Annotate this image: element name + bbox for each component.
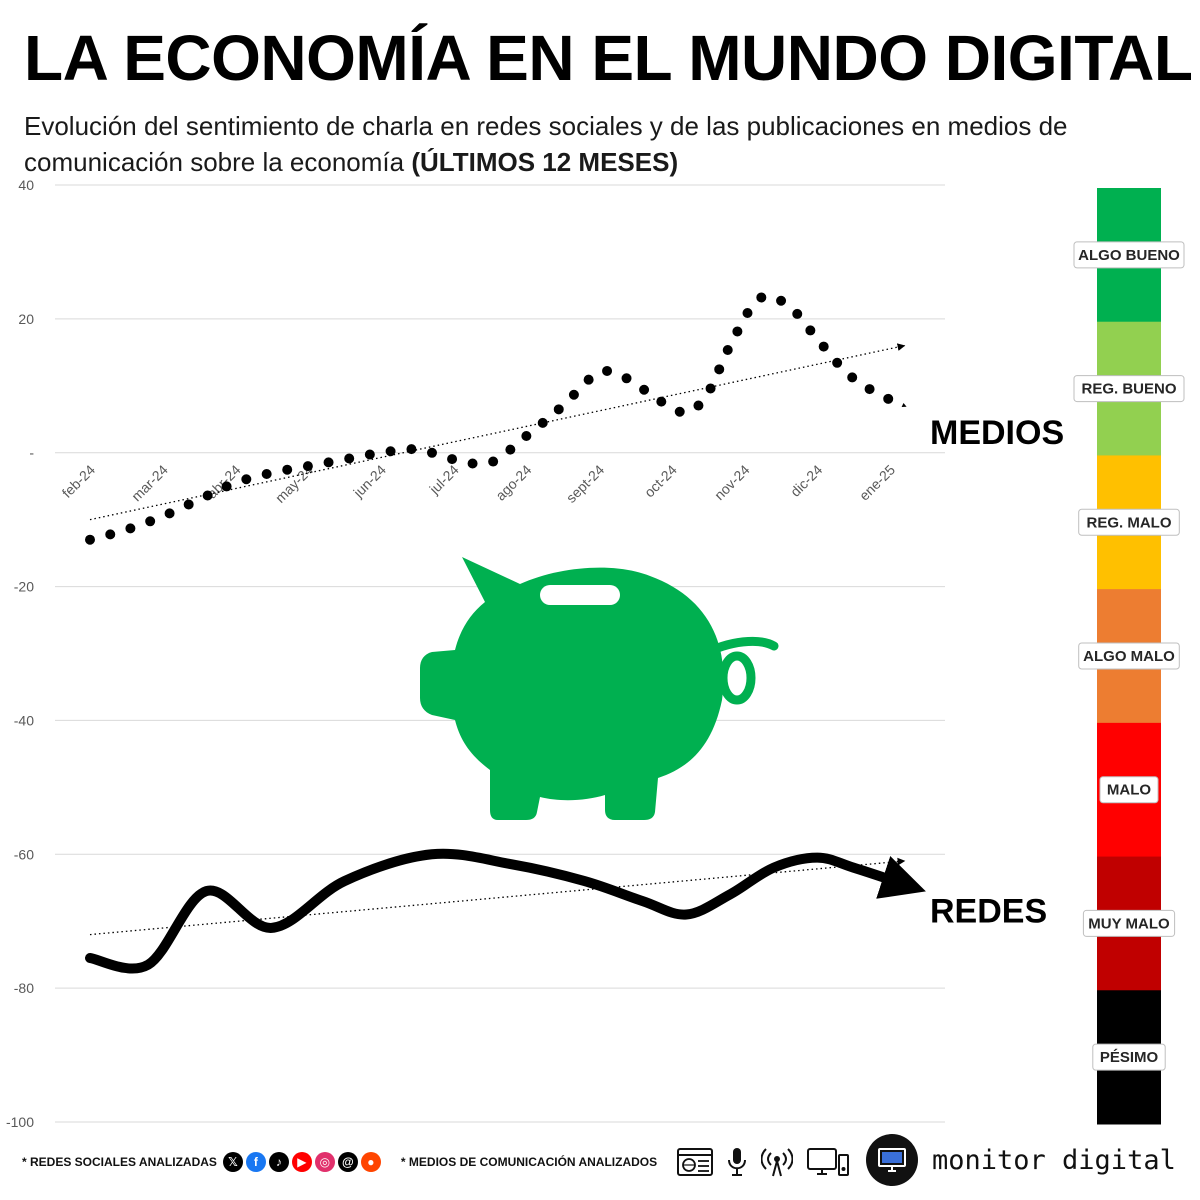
- scale-label: PÉSIMO: [1100, 1049, 1159, 1066]
- x-tick-label: nov-24: [711, 461, 753, 503]
- web-icon: [677, 1148, 714, 1176]
- y-tick-label: -60: [14, 846, 34, 862]
- brand: monitor digital: [866, 1133, 1176, 1187]
- x-tick-label: oct-24: [641, 461, 680, 500]
- page-subtitle: Evolución del sentimiento de charla en r…: [24, 108, 1144, 180]
- medios-arrowhead: [901, 402, 907, 407]
- x-tick-label: jun-24: [349, 461, 389, 501]
- tv-icon: [807, 1148, 850, 1176]
- threads-icon: @: [337, 1152, 358, 1172]
- x-tick-label: mar-24: [128, 461, 171, 504]
- youtube-icon: ▶: [291, 1152, 312, 1172]
- y-tick-label: -40: [14, 712, 34, 728]
- series-labels: MEDIOS REDES: [930, 414, 1064, 931]
- scale-label: ALGO BUENO: [1078, 247, 1180, 264]
- y-tick-label: -: [29, 445, 34, 461]
- scale-label: MALO: [1107, 782, 1151, 799]
- x-tick-label: ago-24: [492, 461, 534, 503]
- scale-label-box: [1073, 241, 1185, 269]
- reddit-icon: ●: [360, 1152, 381, 1172]
- subtitle-period: (ÚLTIMOS 12 MESES): [411, 147, 679, 177]
- medios-line: [85, 291, 910, 545]
- scale-label: ALGO MALO: [1083, 648, 1175, 665]
- x-axis-ticks: feb-24 mar-24 abr-24 may-24 jun-24 jul-24 ago-…: [59, 461, 899, 505]
- redes-trendline: [89, 857, 906, 936]
- sentiment-scale: ALGO BUENO REG. BUENO REG. MALO ALGO MALO MA…: [1073, 188, 1185, 1125]
- scale-label: REG. BUENO: [1081, 381, 1176, 398]
- y-tick-label: -100: [6, 1114, 34, 1130]
- scale-label-box: [1092, 1043, 1166, 1071]
- brand-logo-icon: [866, 1134, 918, 1186]
- medios-label: MEDIOS: [930, 414, 1064, 452]
- microphone-icon: [728, 1148, 747, 1176]
- scale-label-box: [1078, 642, 1180, 670]
- redes-line: [85, 848, 926, 974]
- redes-label: * REDES SOCIALES ANALIZADAS: [22, 1155, 217, 1169]
- tiktok-icon: ♪: [268, 1152, 289, 1172]
- x-tick-label: feb-24: [59, 461, 99, 501]
- y-tick-label: -80: [14, 980, 34, 996]
- scale-label-box: [1082, 909, 1176, 937]
- y-tick-label: 40: [18, 177, 34, 193]
- brand-name: monitor digital: [932, 1144, 1176, 1176]
- redes-label: REDES: [930, 892, 1047, 930]
- x-icon: 𝕏: [222, 1152, 243, 1172]
- series: [85, 291, 926, 974]
- y-tick-label: -20: [14, 579, 34, 595]
- page-title: LA ECONOMÍA EN EL MUNDO DIGITAL: [24, 22, 1193, 94]
- x-tick-label: ene-25: [856, 461, 898, 503]
- x-tick-label: dic-24: [787, 461, 825, 499]
- medios-trendline: [89, 343, 906, 521]
- medios-label: * MEDIOS DE COMUNICACIÓN ANALIZADOS: [400, 1155, 658, 1169]
- scale-label: REG. MALO: [1087, 514, 1172, 531]
- facebook-icon: f: [245, 1152, 266, 1172]
- y-axis-ticks: 40 20 - -20 -40 -60 -80 -100: [6, 177, 34, 1130]
- x-tick-label: jul-24: [426, 461, 462, 497]
- subtitle-text: Evolución del sentimiento de charla en r…: [24, 111, 1068, 177]
- radio-antenna-icon: [761, 1148, 794, 1177]
- piggy-bank-icon: [420, 557, 779, 820]
- scale-label-box: [1073, 375, 1185, 403]
- instagram-icon: ◎: [314, 1152, 335, 1172]
- scale-label-box: [1078, 508, 1180, 536]
- scale-label-box: [1099, 776, 1159, 804]
- media-icons: [677, 1147, 850, 1177]
- x-tick-label: sept-24: [563, 461, 607, 505]
- scale-label: MUY MALO: [1088, 915, 1170, 932]
- y-tick-label: 20: [18, 311, 34, 327]
